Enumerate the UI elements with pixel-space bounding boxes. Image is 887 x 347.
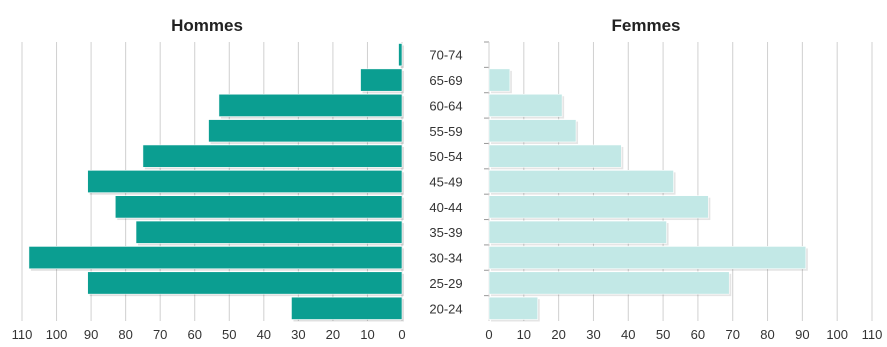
male-x-tick-label: 110 xyxy=(12,327,33,342)
male-bars xyxy=(28,43,405,322)
male-x-tick-label: 30 xyxy=(291,327,305,342)
female-x-tick-label: 90 xyxy=(795,327,809,342)
male-bar-25-29 xyxy=(87,271,403,295)
female-bar-40-44 xyxy=(488,195,709,219)
male-x-tick-label: 90 xyxy=(84,327,98,342)
category-label: 60-64 xyxy=(429,98,462,113)
category-labels: 20-24 25-29 30-34 35-39 40-44 45-49 50-54 55-59… xyxy=(429,41,489,316)
female-panel: 0 10 20 30 40 50 60 70 80 90 100 110 Femmes xyxy=(485,16,882,342)
female-x-tick-label: 100 xyxy=(826,327,848,342)
female-bar-50-54 xyxy=(488,144,622,168)
category-label: 70-74 xyxy=(429,48,462,63)
male-panel-title: Hommes xyxy=(171,16,243,35)
female-bar-45-49 xyxy=(488,170,674,193)
male-bar-30-34 xyxy=(28,246,403,270)
category-axis: 20-24 25-29 30-34 35-39 40-44 45-49 50-54 55-59… xyxy=(429,41,490,321)
category-label: 25-29 xyxy=(429,276,462,291)
female-x-tick-label: 40 xyxy=(621,327,635,342)
female-x-tick-labels: 0 10 20 30 40 50 60 70 80 90 100 110 xyxy=(485,327,882,342)
female-bar-55-59 xyxy=(488,119,577,143)
female-bars xyxy=(488,68,808,322)
female-x-tick-label: 80 xyxy=(760,327,774,342)
female-x-tick-label: 70 xyxy=(725,327,739,342)
female-x-tick-label: 10 xyxy=(517,327,531,342)
male-bar-70-74 xyxy=(398,43,403,67)
female-bar-25-29 xyxy=(488,271,730,295)
female-x-tick-label: 110 xyxy=(862,327,883,342)
female-x-tick-label: 60 xyxy=(691,327,705,342)
male-bar-60-64 xyxy=(218,93,403,117)
male-bar-20-24 xyxy=(291,296,403,320)
male-bar-45-49 xyxy=(87,170,403,193)
female-x-tick-label: 30 xyxy=(586,327,600,342)
category-label: 20-24 xyxy=(429,301,462,316)
male-x-tick-label: 100 xyxy=(46,327,68,342)
female-panel-title: Femmes xyxy=(612,16,681,35)
male-x-tick-label: 0 xyxy=(398,327,405,342)
female-bar-65-69 xyxy=(488,68,511,92)
category-label: 55-59 xyxy=(429,124,462,139)
category-label: 35-39 xyxy=(429,225,462,240)
female-bar-60-64 xyxy=(488,93,563,117)
male-x-tick-label: 60 xyxy=(187,327,201,342)
category-label: 40-44 xyxy=(429,200,462,215)
female-x-tick-label: 50 xyxy=(656,327,670,342)
male-x-tick-label: 40 xyxy=(257,327,271,342)
female-x-tick-label: 0 xyxy=(485,327,492,342)
male-bar-55-59 xyxy=(208,119,403,143)
female-bar-35-39 xyxy=(488,220,667,244)
category-label: 65-69 xyxy=(429,73,462,88)
female-x-tick-label: 20 xyxy=(551,327,565,342)
female-bar-30-34 xyxy=(488,246,807,270)
male-x-tick-label: 10 xyxy=(360,327,374,342)
male-x-tick-label: 80 xyxy=(118,327,132,342)
male-x-tick-label: 20 xyxy=(326,327,340,342)
male-panel: 0 10 20 30 40 50 60 70 80 90 100 110 Hommes xyxy=(12,16,406,342)
male-bar-35-39 xyxy=(135,220,403,244)
male-x-tick-label: 70 xyxy=(153,327,167,342)
male-bar-65-69 xyxy=(360,68,403,92)
male-x-tick-labels: 0 10 20 30 40 50 60 70 80 90 100 110 xyxy=(12,327,406,342)
category-label: 30-34 xyxy=(429,251,462,266)
category-label: 45-49 xyxy=(429,175,462,190)
male-bar-40-44 xyxy=(114,195,403,219)
male-bar-50-54 xyxy=(142,144,403,168)
male-x-tick-label: 50 xyxy=(222,327,236,342)
female-bar-20-24 xyxy=(488,296,539,320)
category-label: 50-54 xyxy=(429,149,462,164)
